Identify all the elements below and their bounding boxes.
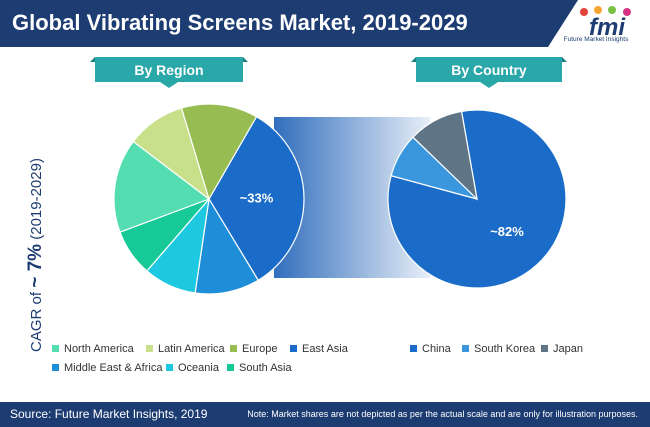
legend-swatch [146,345,153,352]
country-pie: ~82% [387,109,567,289]
pie-slice-europe [180,103,258,201]
source-text: Source: Future Market Insights, 2019 [10,407,208,421]
legend-label: North America [64,343,135,355]
legend-swatch [410,345,417,352]
pie-slice-north-america [113,140,211,233]
cagr-suffix: (2019-2029) [28,158,45,244]
legend-label: South Asia [239,362,292,374]
connector-band [274,117,430,278]
legend-label: South Korea [474,343,536,355]
legend-label: Middle East & Africa [64,362,163,374]
legend-swatch [166,364,173,371]
legend-swatch [52,345,59,352]
legend-swatch [52,364,59,371]
pie-slice-east-asia [208,115,305,282]
pie-slice-middle-east-africa [194,197,260,295]
legend-label: China [422,343,452,355]
legend-swatch [462,345,469,352]
title-band: Global Vibrating Screens Market, 2019-20… [0,0,578,47]
page-title: Global Vibrating Screens Market, 2019-20… [12,10,468,35]
logo-mark: fmi [589,14,626,41]
legend-label: Latin America [158,343,226,355]
pie-data-label: ~33% [240,191,274,206]
country-tab-label: By Country [451,62,527,78]
pie-slice-japan [412,110,478,201]
country-legend: China South Korea Japan [410,343,583,355]
header: Global Vibrating Screens Market, 2019-20… [0,0,650,50]
region-tab-label: By Region [134,62,203,78]
fmi-logo: fmi [580,6,631,41]
legend-label: Europe [242,343,277,355]
cagr-prefix: CAGR of [28,288,45,352]
country-tab [416,57,562,88]
legend-label: East Asia [302,343,349,355]
region-legend: North America Latin America Europe East Asi… [52,343,349,374]
region-tab [95,57,243,88]
chart-area: By Region By Country CAGR of ~ 7% (2019-… [25,57,583,374]
legend-swatch [227,364,234,371]
legend-label: Oceania [178,362,220,374]
logo-subtitle: Future Market Insights [563,36,629,43]
legend-swatch [290,345,297,352]
region-pie: ~33% [113,103,305,295]
cagr-value: ~ 7% [25,244,46,288]
cagr-label: CAGR of ~ 7% (2019-2029) [25,158,46,352]
note-text: Note: Market shares are not depicted as … [247,409,638,419]
legend-swatch [541,345,548,352]
legend-swatch [230,345,237,352]
footer: Source: Future Market Insights, 2019 Not… [0,402,650,427]
legend-label: Japan [553,343,583,355]
pie-data-label: ~82% [490,224,524,239]
